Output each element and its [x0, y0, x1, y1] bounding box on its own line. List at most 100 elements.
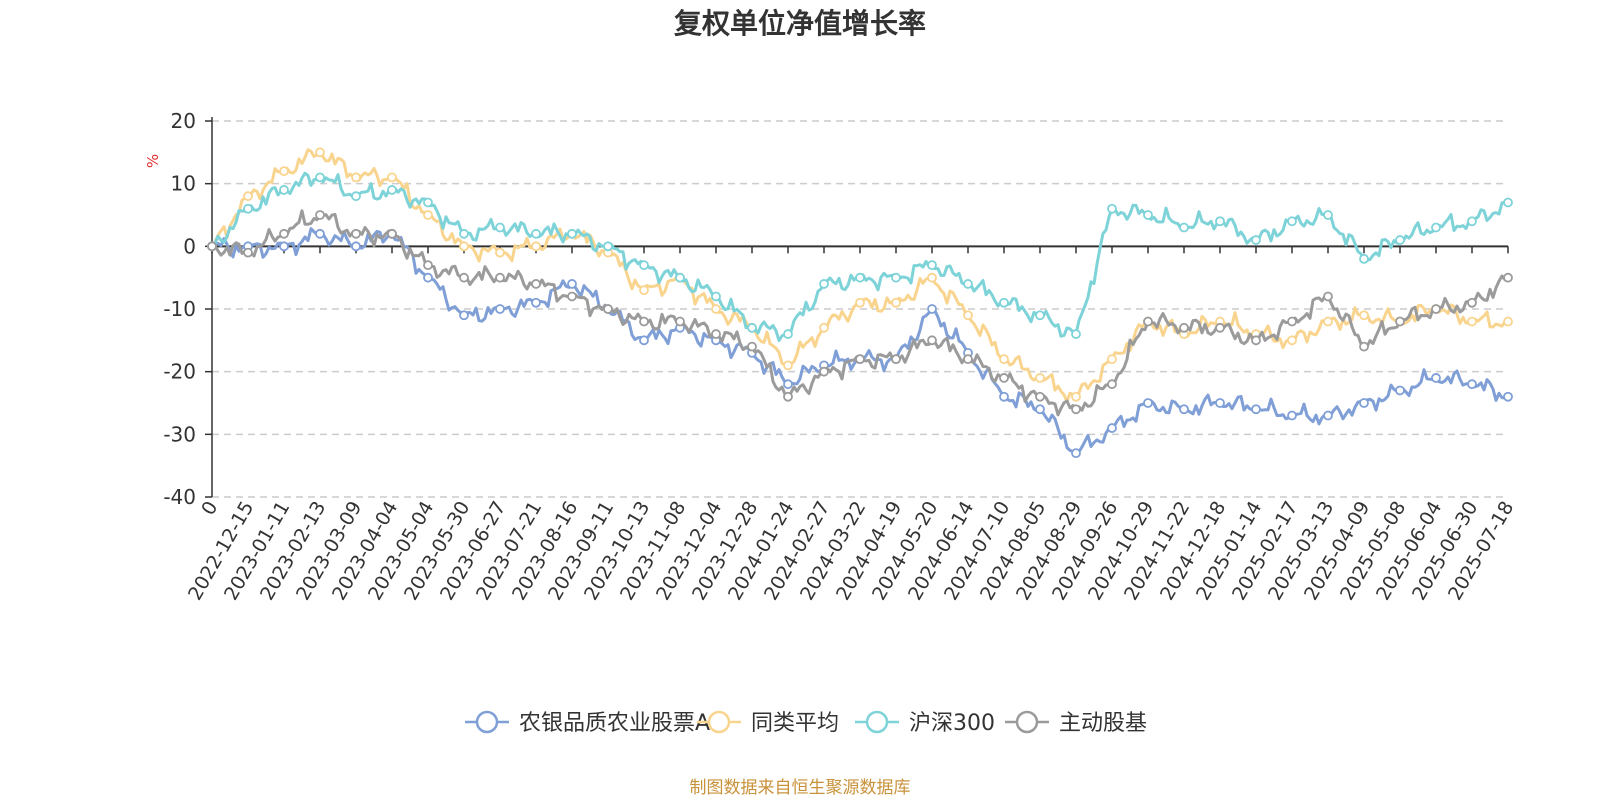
data-point: [1323, 210, 1333, 220]
legend-item[interactable]: 主动股基: [1005, 710, 1147, 736]
data-point: [243, 191, 253, 202]
data-point: [819, 322, 829, 333]
data-point: [459, 228, 469, 239]
data-point: [1143, 210, 1153, 220]
source-note: 制图数据来自恒生聚源数据库: [690, 778, 911, 798]
data-point: [531, 241, 541, 252]
legend-item[interactable]: 沪深300: [855, 710, 995, 736]
data-point: [1503, 272, 1513, 283]
data-point: [351, 172, 361, 183]
data-point: [711, 291, 721, 302]
data-point: [783, 360, 793, 371]
series-lines: [207, 147, 1513, 459]
data-point: [747, 322, 757, 333]
y-tick-label: 0: [183, 234, 196, 258]
data-point: [531, 297, 541, 308]
data-point: [927, 272, 937, 283]
data-point: [1287, 216, 1297, 227]
data-point: [783, 391, 793, 402]
data-point: [1503, 391, 1513, 402]
data-point: [243, 247, 253, 258]
data-point: [639, 316, 649, 327]
data-point: [1251, 404, 1261, 415]
data-point: [459, 310, 469, 321]
y-axis-unit-label: %: [144, 154, 162, 168]
legend[interactable]: 农银品质农业股票A 同类平均 沪深300 主动股基: [465, 710, 1147, 736]
data-point: [1215, 322, 1225, 333]
data-point: [855, 272, 865, 283]
data-point: [1467, 316, 1477, 327]
data-point: [999, 354, 1009, 365]
data-point: [1035, 391, 1045, 402]
data-point: [1035, 310, 1045, 321]
data-point: [1287, 410, 1297, 421]
data-point: [1215, 216, 1225, 227]
data-point: [891, 297, 901, 308]
data-point: [927, 260, 937, 271]
data-point: [1323, 316, 1333, 327]
data-point: [1035, 373, 1045, 383]
data-point: [1179, 322, 1189, 333]
data-point: [1467, 216, 1477, 227]
data-point: [1503, 316, 1513, 327]
data-point: [1431, 373, 1441, 383]
data-point: [1467, 379, 1477, 390]
data-point: [711, 304, 721, 314]
data-point: [963, 279, 973, 289]
data-point: [279, 166, 289, 177]
series-group: [207, 227, 1513, 459]
series-group: [207, 171, 1513, 343]
data-point: [1395, 316, 1405, 327]
data-point: [1359, 398, 1369, 408]
data-point: [495, 222, 505, 233]
data-point: [1251, 335, 1261, 346]
legend-marker-icon: [1015, 710, 1039, 734]
data-point: [1323, 410, 1333, 421]
data-point: [567, 279, 577, 289]
data-point: [1287, 335, 1297, 346]
y-tick-label: -10: [163, 297, 196, 321]
data-point: [1359, 341, 1369, 352]
data-point: [1179, 222, 1189, 233]
data-point: [1431, 222, 1441, 233]
data-point: [1323, 291, 1333, 302]
data-point: [999, 391, 1009, 402]
data-point: [279, 185, 289, 195]
data-point: [927, 304, 937, 314]
data-point: [1143, 316, 1153, 327]
data-point: [243, 203, 253, 214]
data-point: [567, 291, 577, 302]
y-tick-label: 20: [171, 109, 196, 133]
data-point: [999, 297, 1009, 308]
data-point: [819, 366, 829, 377]
data-point: [1143, 398, 1153, 408]
legend-item[interactable]: 农银品质农业股票A: [465, 710, 710, 736]
data-point: [1107, 423, 1117, 433]
legend-item[interactable]: 同类平均: [697, 710, 839, 736]
y-tick-label: -40: [163, 485, 196, 509]
legend-marker-icon: [475, 710, 499, 734]
data-point: [819, 279, 829, 289]
y-tick-label: -30: [163, 422, 196, 446]
data-point: [639, 335, 649, 346]
x-tick-label: 0: [197, 498, 222, 519]
data-point: [855, 297, 865, 308]
data-point: [351, 228, 361, 239]
legend-marker-icon: [865, 710, 889, 734]
data-point: [315, 172, 325, 183]
data-point: [531, 228, 541, 239]
data-point: [963, 310, 973, 321]
data-point: [1215, 398, 1225, 408]
data-point: [675, 316, 685, 327]
data-point: [1179, 404, 1189, 415]
data-point: [603, 241, 613, 252]
chart-title: 复权单位净值增长率: [674, 7, 926, 40]
data-point: [1071, 404, 1081, 415]
data-point: [1071, 391, 1081, 402]
data-point: [459, 272, 469, 283]
data-point: [639, 260, 649, 271]
data-point: [387, 228, 397, 239]
data-point: [1503, 197, 1513, 208]
data-point: [459, 241, 469, 252]
